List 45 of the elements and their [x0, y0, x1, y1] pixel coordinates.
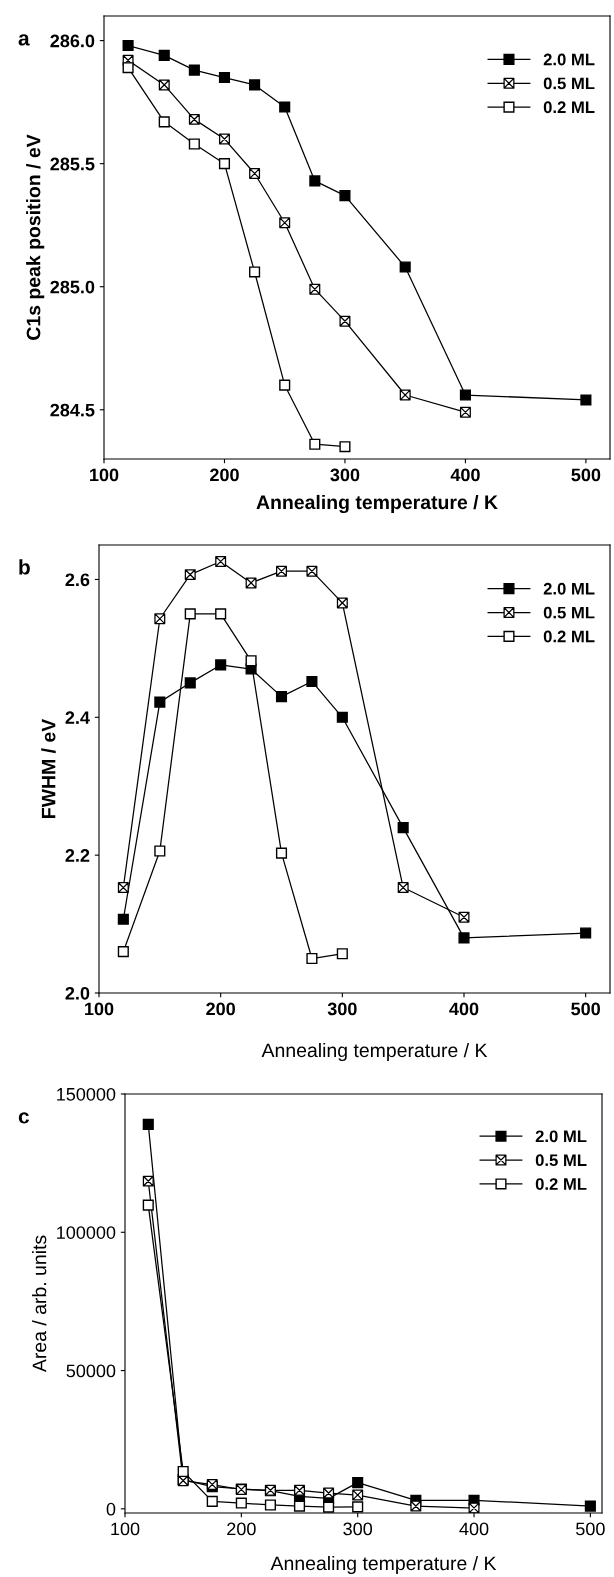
text: a: [18, 34, 30, 46]
text: c: [18, 1112, 29, 1124]
y-axis-title: FWHM / eV: [41, 718, 56, 818]
y-tick-label: 284.5: [50, 403, 95, 417]
x-axis-title: Annealing temperature / K: [270, 1555, 497, 1575]
x-tick-label: 200: [210, 468, 239, 482]
x-tick-label: 400: [459, 1522, 489, 1536]
y-tick-label: 286.0: [50, 34, 95, 48]
y-axis-title: C1s peak position / eV: [26, 134, 45, 340]
legend-label: 2.0 ML: [535, 1130, 587, 1143]
x-tick-label: 300: [330, 468, 360, 482]
x-tick-label: 300: [327, 1002, 357, 1016]
x-tick-label: 200: [206, 1002, 235, 1016]
x-tick-label: 500: [576, 1522, 605, 1536]
x-tick-label: 500: [571, 1002, 600, 1016]
y-tick-label: 2.4: [65, 711, 90, 724]
x-tick-label: 100: [85, 1002, 114, 1016]
x-tick-label: 100: [90, 468, 119, 482]
x-tick-label: 300: [343, 1522, 373, 1536]
legend-label: 0.2 ML: [543, 101, 595, 114]
y-tick-label: 50000: [66, 1364, 116, 1378]
y-tick-label: 285.5: [50, 157, 95, 171]
legend-label: 0.5 ML: [543, 77, 595, 90]
x-tick-label: 400: [449, 1002, 479, 1016]
legend-label: 0.2 ML: [543, 630, 595, 643]
y-tick-label: 2.6: [65, 573, 90, 587]
y-tick-label: 285.0: [50, 280, 95, 294]
x-tick-label: 400: [450, 468, 480, 482]
text: b: [19, 559, 30, 575]
legend-label: 0.5 ML: [535, 1154, 587, 1167]
legend-label: 2.0 ML: [543, 53, 595, 66]
legend-label: 0.2 ML: [535, 1178, 587, 1190]
x-tick-label: 500: [571, 468, 601, 482]
legend-label: 2.0 ML: [543, 582, 595, 595]
y-tick-label: 150000: [57, 1087, 116, 1101]
x-tick-label: 200: [227, 1522, 256, 1536]
x-axis-title: Annealing temperature / K: [256, 494, 498, 514]
y-tick-label: 100000: [57, 1226, 116, 1239]
x-tick-label: 100: [111, 1522, 140, 1536]
legend-label: 0.5 ML: [543, 606, 595, 619]
y-tick-label: 2.2: [65, 849, 90, 862]
x-axis-title: Annealing temperature / K: [261, 1042, 488, 1062]
y-axis-title: Area / arb. units: [32, 1235, 47, 1373]
y-tick-label: 2.0: [65, 986, 90, 1000]
y-tick-label: 0: [106, 1502, 116, 1516]
